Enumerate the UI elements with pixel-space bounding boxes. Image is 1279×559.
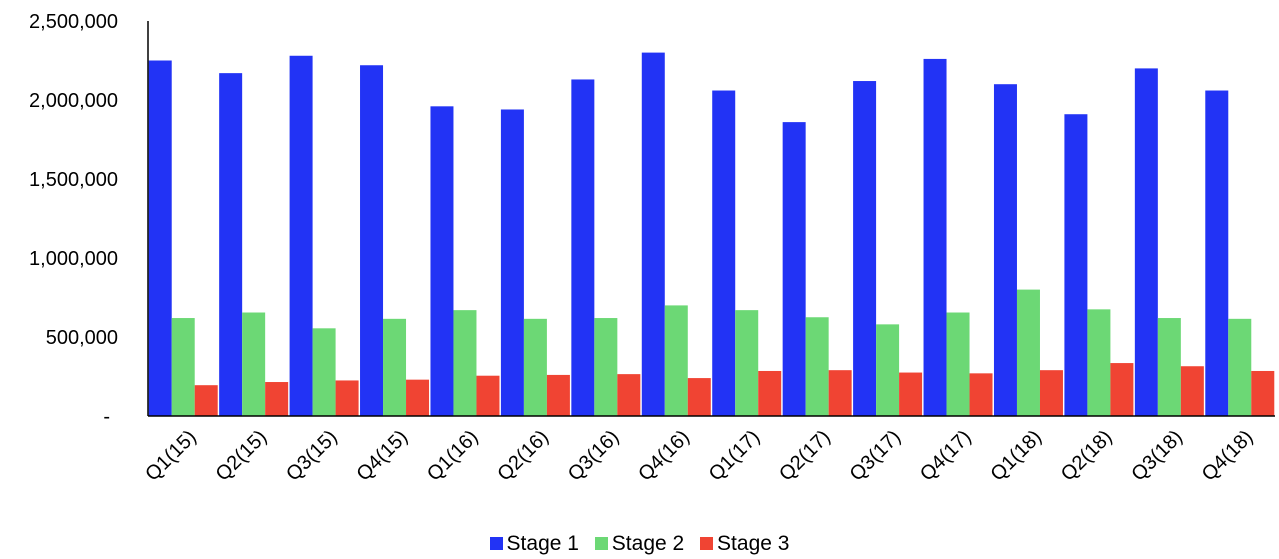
x-tick-label: Q2(16) <box>493 426 553 486</box>
bar-stage-3 <box>828 370 852 416</box>
bar-stage-1 <box>289 55 313 416</box>
bar-stage-2 <box>383 318 407 416</box>
bar-stage-3 <box>1039 370 1063 416</box>
bar-stage-1 <box>1205 90 1229 417</box>
bar-stage-2 <box>594 318 618 416</box>
bar-stage-1 <box>923 58 947 417</box>
y-tick-label: 500,000 <box>46 327 118 349</box>
y-tick-label: 1,000,000 <box>29 248 118 270</box>
bar-stage-3 <box>265 382 289 416</box>
legend-label-stage-3: Stage 3 <box>717 532 790 555</box>
x-axis-tick-labels: Q1(15) Q2(15) Q3(15) Q4(15) Q1(16) Q2(16) Q3(1… <box>141 426 1257 486</box>
bar-stage-3 <box>546 374 570 416</box>
x-tick-label: Q1(16) <box>423 426 483 486</box>
bar-stage-3 <box>406 379 430 416</box>
bar-stage-2 <box>805 317 829 416</box>
bar-stage-2 <box>1228 318 1252 416</box>
x-tick-label: Q3(15) <box>282 426 342 486</box>
x-tick-label: Q1(15) <box>141 426 201 486</box>
x-tick-label: Q3(17) <box>846 426 906 486</box>
x-tick-label: Q2(17) <box>775 426 835 486</box>
legend-swatch-stage-2 <box>594 537 608 550</box>
bar-stage-2 <box>735 310 759 416</box>
bar-stage-2 <box>523 318 547 416</box>
bar-stage-3 <box>899 372 923 416</box>
y-tick-label: 2,500,000 <box>29 11 118 33</box>
x-tick-label: Q3(16) <box>564 426 624 486</box>
bar-stage-2 <box>876 324 900 416</box>
bar-stage-2 <box>453 310 477 416</box>
bar-stage-2 <box>946 312 970 416</box>
x-tick-label: Q1(17) <box>705 426 765 486</box>
bar-stage-1 <box>500 109 524 416</box>
bar-stage-1 <box>571 79 595 417</box>
bar-stage-1 <box>993 84 1017 416</box>
bar-stage-3 <box>1110 363 1134 416</box>
bar-stage-2 <box>242 312 266 416</box>
bar-stage-3 <box>194 385 218 416</box>
bar-stage-3 <box>758 370 782 416</box>
bar-stage-1 <box>219 73 243 416</box>
bar-stage-2 <box>1016 289 1040 416</box>
bar-stage-1 <box>712 90 736 417</box>
x-tick-label: Q4(15) <box>352 426 412 486</box>
bar-stage-2 <box>1087 309 1111 416</box>
bar-stage-1 <box>430 106 454 416</box>
legend-label-stage-1: Stage 1 <box>506 532 579 555</box>
legend-label-stage-2: Stage 2 <box>611 532 685 555</box>
legend: Stage 1 Stage 2 Stage 3 <box>0 532 1279 556</box>
x-tick-label: Q4(16) <box>634 426 694 486</box>
bar-stage-3 <box>1180 366 1204 416</box>
legend-item-stage-2: Stage 2 <box>594 532 685 556</box>
bar-stage-2 <box>171 318 195 416</box>
bar-stage-2 <box>312 328 336 416</box>
bar-stage-3 <box>687 378 711 416</box>
bar-stage-1 <box>1134 68 1158 417</box>
y-axis-tick-labels: - 500,000 1,000,000 1,500,000 2,000,000 2,500… <box>29 11 118 428</box>
bar-stage-3 <box>1251 370 1275 416</box>
x-tick-label: Q3(18) <box>1127 426 1187 486</box>
bar-stage-1 <box>782 122 806 417</box>
y-tick-label: 2,000,000 <box>29 90 118 112</box>
bar-stage-3 <box>969 373 993 416</box>
legend-item-stage-1: Stage 1 <box>489 532 579 556</box>
bar-stage-2 <box>664 305 688 416</box>
bar-stage-1 <box>148 60 172 416</box>
bar-stage-3 <box>335 380 359 416</box>
x-tick-label: Q4(18) <box>1198 426 1258 486</box>
bar-stage-1 <box>853 81 877 416</box>
bar-stage-1 <box>1064 114 1088 416</box>
bar-stage-3 <box>617 374 641 416</box>
bars <box>148 52 1275 417</box>
y-tick-label: - <box>103 406 110 428</box>
x-tick-label: Q4(17) <box>916 426 976 486</box>
bar-stage-3 <box>476 375 500 416</box>
bar-stage-1 <box>641 52 665 416</box>
bar-stage-2 <box>1157 318 1181 416</box>
x-tick-label: Q2(18) <box>1057 426 1117 486</box>
legend-item-stage-3: Stage 3 <box>700 532 789 556</box>
legend-swatch-stage-3 <box>700 537 714 550</box>
y-tick-label: 1,500,000 <box>29 169 118 191</box>
x-tick-label: Q1(18) <box>986 426 1046 486</box>
x-tick-label: Q2(15) <box>212 426 272 486</box>
bar-stage-1 <box>360 65 384 417</box>
legend-swatch-stage-1 <box>489 537 503 550</box>
